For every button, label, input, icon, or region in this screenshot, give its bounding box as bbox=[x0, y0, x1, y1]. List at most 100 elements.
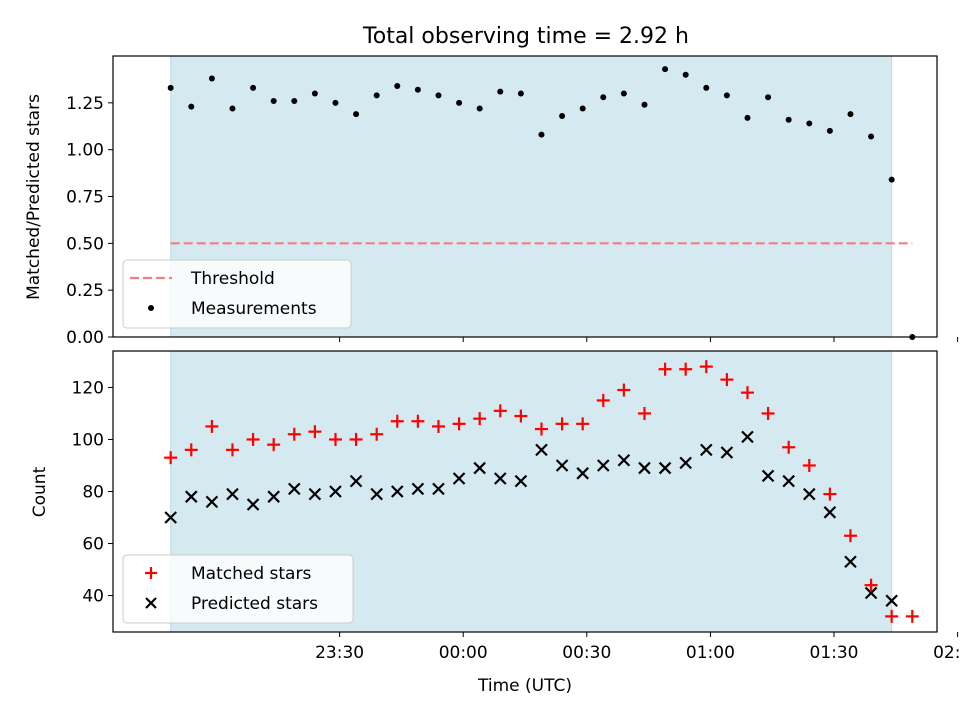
matched-stars-point bbox=[370, 427, 384, 441]
predicted-stars-point bbox=[246, 498, 260, 511]
y-tick-label-1-3: 100 bbox=[72, 430, 104, 450]
matched-stars-point bbox=[617, 383, 631, 397]
measurement-point bbox=[765, 94, 772, 101]
predicted-stars-point bbox=[370, 487, 383, 501]
matched-stars-point bbox=[287, 427, 301, 441]
predicted-stars-point bbox=[164, 511, 177, 524]
predicted-stars-point bbox=[329, 485, 342, 498]
measurement-point bbox=[208, 75, 215, 82]
measurement-point bbox=[785, 116, 792, 123]
measurement-point bbox=[167, 84, 174, 91]
measurement-point bbox=[600, 94, 607, 101]
predicted-stars-point bbox=[226, 487, 239, 501]
matched-stars-point bbox=[390, 414, 404, 428]
predicted-stars-point bbox=[576, 467, 589, 480]
y-tick-label-0-5: 1.25 bbox=[66, 94, 104, 114]
measurement-point bbox=[250, 84, 257, 91]
matched-stars-point bbox=[534, 422, 548, 436]
measurement-point bbox=[517, 90, 524, 97]
legend-box-0 bbox=[122, 259, 352, 329]
predicted-stars-point bbox=[700, 443, 713, 457]
matched-stars-point bbox=[823, 487, 837, 501]
measurement-point bbox=[394, 82, 401, 89]
predicted-stars-point bbox=[597, 459, 610, 472]
measurement-point bbox=[826, 127, 833, 134]
legend-measurements-swatch bbox=[148, 305, 154, 311]
predicted-stars-point bbox=[432, 482, 445, 496]
y-tick-label-0-1: 0.25 bbox=[66, 281, 104, 301]
predicted-stars-point bbox=[638, 461, 651, 475]
measurement-point bbox=[682, 71, 689, 78]
x-tick-label-2: 00:30 bbox=[562, 643, 611, 663]
matched-stars-point bbox=[761, 406, 775, 420]
measurement-point bbox=[888, 176, 895, 183]
predicted-stars-point bbox=[452, 472, 466, 485]
matched-stars-point bbox=[843, 529, 857, 543]
x-axis-label: Time (UTC) bbox=[477, 676, 572, 696]
measurement-point bbox=[641, 101, 648, 108]
matched-stars-point bbox=[431, 419, 445, 433]
predicted-stars-point bbox=[720, 446, 734, 459]
bottom-y-axis-label: Count bbox=[30, 466, 50, 517]
measurement-point bbox=[373, 92, 380, 99]
legend-label: Measurements bbox=[191, 299, 317, 319]
matched-stars-point bbox=[205, 419, 219, 433]
matched-stars-point bbox=[164, 451, 178, 465]
predicted-stars-point bbox=[864, 586, 878, 600]
legend-predicted-swatch-b bbox=[145, 597, 157, 609]
measurement-point bbox=[456, 99, 463, 106]
y-tick-label-0-3: 0.75 bbox=[66, 188, 104, 208]
matched-stars-point bbox=[411, 414, 425, 428]
predicted-stars-point bbox=[535, 443, 548, 457]
matched-stars-point bbox=[473, 412, 487, 426]
matched-stars-point bbox=[864, 578, 878, 592]
predicted-stars-point bbox=[288, 482, 301, 496]
measurement-point bbox=[497, 88, 504, 95]
measurement-point bbox=[847, 111, 854, 118]
matched-stars-point bbox=[885, 609, 899, 623]
matched-stars-point bbox=[308, 425, 322, 439]
measurement-point bbox=[538, 131, 545, 138]
measurement-point bbox=[291, 97, 298, 104]
matched-stars-point bbox=[514, 409, 528, 423]
matched-stars-point bbox=[720, 373, 734, 387]
measurement-point bbox=[662, 66, 669, 73]
predicted-stars-point bbox=[885, 594, 898, 608]
matched-stars-point bbox=[184, 443, 198, 457]
predicted-stars-point bbox=[741, 430, 754, 444]
predicted-stars-point bbox=[185, 490, 198, 503]
matched-stars-point bbox=[596, 393, 610, 407]
predicted-stars-point bbox=[205, 495, 219, 509]
predicted-stars-point bbox=[679, 456, 692, 470]
predicted-stars-point bbox=[267, 490, 280, 503]
chart-title: Total observing time = 2.92 h bbox=[362, 24, 689, 49]
predicted-stars-point bbox=[844, 555, 857, 569]
y-tick-label-1-4: 120 bbox=[72, 378, 104, 398]
matched-stars-point bbox=[637, 406, 651, 420]
predicted-stars-point bbox=[391, 485, 404, 498]
predicted-stars-point bbox=[823, 506, 837, 519]
y-tick-label-0-0: 0.00 bbox=[66, 328, 104, 348]
x-tick-label-5: 02:00 bbox=[933, 643, 960, 663]
matched-stars-point bbox=[699, 360, 713, 374]
matched-stars-point bbox=[267, 438, 281, 452]
predicted-stars-point bbox=[349, 474, 363, 488]
y-tick-label-1-2: 80 bbox=[82, 483, 104, 503]
measurement-point bbox=[229, 105, 236, 112]
top-y-axis-label: Matched/Predicted stars bbox=[24, 94, 44, 300]
x-tick-label-4: 01:30 bbox=[810, 643, 859, 663]
x-tick-label-0: 23:30 bbox=[315, 643, 364, 663]
matched-stars-point bbox=[493, 404, 507, 418]
matched-stars-point bbox=[905, 609, 919, 623]
measurement-point bbox=[188, 103, 195, 110]
measurement-point bbox=[868, 133, 875, 140]
measurement-point bbox=[703, 84, 710, 91]
matched-stars-point bbox=[555, 417, 569, 431]
x-tick-label-3: 01:00 bbox=[686, 643, 735, 663]
predicted-stars-point bbox=[473, 461, 486, 475]
matched-stars-point bbox=[740, 386, 754, 400]
matched-stars-point bbox=[452, 417, 466, 431]
matched-stars-point bbox=[658, 362, 672, 376]
predicted-stars-point bbox=[782, 474, 795, 488]
